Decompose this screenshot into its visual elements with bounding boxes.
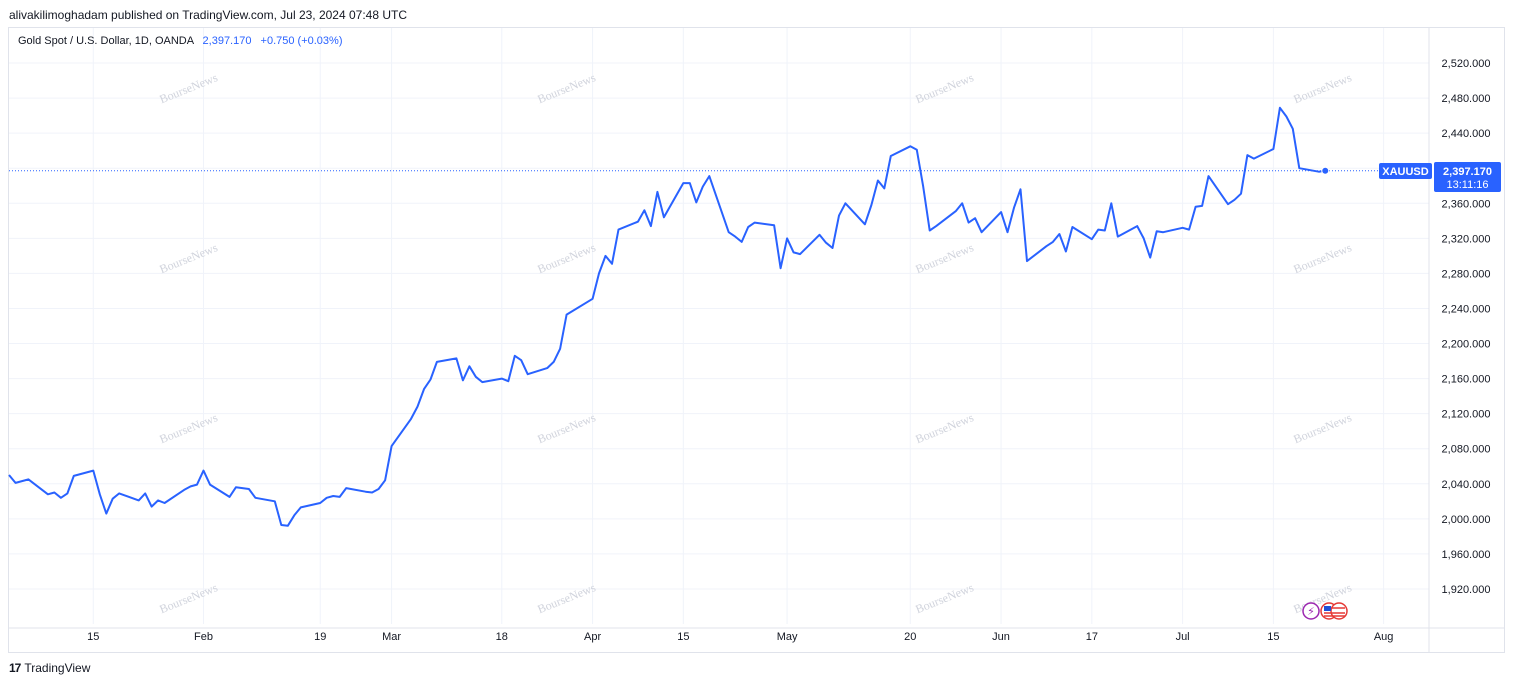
watermark-text: BourseNews (157, 240, 219, 276)
watermark-text: BourseNews (913, 240, 975, 276)
y-tick-label: 1,960.000 (1442, 549, 1491, 561)
y-tick-label: 2,000.000 (1442, 514, 1491, 526)
watermark-text: BourseNews (535, 410, 597, 446)
legend-change: +0.750 (+0.03%) (260, 35, 343, 47)
price-tag-value: 2,397.170 (1443, 166, 1492, 178)
watermark-text: BourseNews (913, 70, 975, 106)
ticker-badge (1379, 163, 1432, 179)
y-tick-label: 2,120.000 (1442, 409, 1491, 421)
x-tick-label: Apr (584, 631, 601, 643)
x-tick-label: 17 (1086, 631, 1098, 643)
watermark-text: BourseNews (157, 410, 219, 446)
watermark-text: BourseNews (1291, 240, 1353, 276)
legend-last-value: 2,397.170 (202, 35, 252, 47)
x-axis: 15 Feb 19 Mar 18 Apr 15 May 20 Jun 17 Jul 15 Aug (87, 631, 1393, 643)
watermark-text: BourseNews (157, 70, 219, 106)
y-axis: 1,920.000 1,960.000 2,000.000 2,040.000 2,08… (1442, 58, 1491, 596)
chart-legend: Gold Spot / U.S. Dollar, 1D, OANDA 2,397… (18, 35, 342, 47)
price-tag-countdown: 13:11:16 (1446, 179, 1488, 191)
y-tick-label: 2,320.000 (1442, 233, 1491, 245)
watermark-text: BourseNews (535, 70, 597, 106)
x-tick-label: 15 (87, 631, 99, 643)
watermark-text: BourseNews (1291, 70, 1353, 106)
footer-brand-name: TradingView (24, 661, 91, 675)
grid-lines (9, 28, 1504, 652)
y-tick-label: 2,160.000 (1442, 374, 1491, 386)
x-tick-label: 19 (314, 631, 326, 643)
watermark-text: BourseNews (535, 580, 597, 616)
lightning-glyph: ⚡ (1307, 605, 1315, 618)
y-tick-label: 2,520.000 (1442, 58, 1491, 70)
watermark-text: BourseNews (157, 580, 219, 616)
y-tick-label: 2,200.000 (1442, 339, 1491, 351)
watermark-text: BourseNews (913, 410, 975, 446)
y-tick-label: 2,440.000 (1442, 128, 1491, 140)
tradingview-logo-icon: 17 (9, 661, 21, 675)
x-tick-label: Aug (1374, 631, 1394, 643)
legend-symbol: Gold Spot / U.S. Dollar, 1D, OANDA (18, 35, 194, 47)
footer-brand[interactable]: 17 TradingView (9, 661, 90, 675)
x-tick-label: Mar (382, 631, 401, 643)
x-tick-label: Jun (992, 631, 1010, 643)
chart-frame (8, 27, 1505, 653)
event-icons[interactable]: ⚡ (1302, 602, 1348, 620)
y-tick-label: 2,360.000 (1442, 198, 1491, 210)
x-tick-label: 18 (496, 631, 508, 643)
y-tick-label: 1,920.000 (1442, 584, 1491, 596)
y-tick-label: 2,480.000 (1442, 93, 1491, 105)
watermark-text: BourseNews (913, 580, 975, 616)
x-tick-label: May (777, 631, 798, 643)
series-line (8, 106, 1326, 527)
last-point (1321, 166, 1330, 175)
x-tick-label: Jul (1176, 631, 1190, 643)
y-tick-label: 2,040.000 (1442, 479, 1491, 491)
lightning-icon (1302, 602, 1320, 620)
price-badge: XAUUSD 2,397.170 13:11:16 (1379, 162, 1501, 192)
x-tick-label: Feb (194, 631, 213, 643)
y-tick-label: 2,280.000 (1442, 268, 1491, 280)
y-tick-label: 2,080.000 (1442, 444, 1491, 456)
x-tick-label: 15 (1267, 631, 1279, 643)
chart-svg[interactable]: BourseNews BourseNews BourseNews BourseNews… (0, 0, 1515, 660)
watermark-text: BourseNews (1291, 410, 1353, 446)
ticker-label: XAUUSD (1382, 166, 1429, 178)
price-tag (1434, 162, 1501, 192)
publisher-line: alivakilimoghadam published on TradingVi… (9, 8, 408, 22)
x-tick-label: 15 (677, 631, 689, 643)
x-tick-label: 20 (904, 631, 916, 643)
y-tick-label: 2,240.000 (1442, 303, 1491, 315)
watermark-text: BourseNews (535, 240, 597, 276)
